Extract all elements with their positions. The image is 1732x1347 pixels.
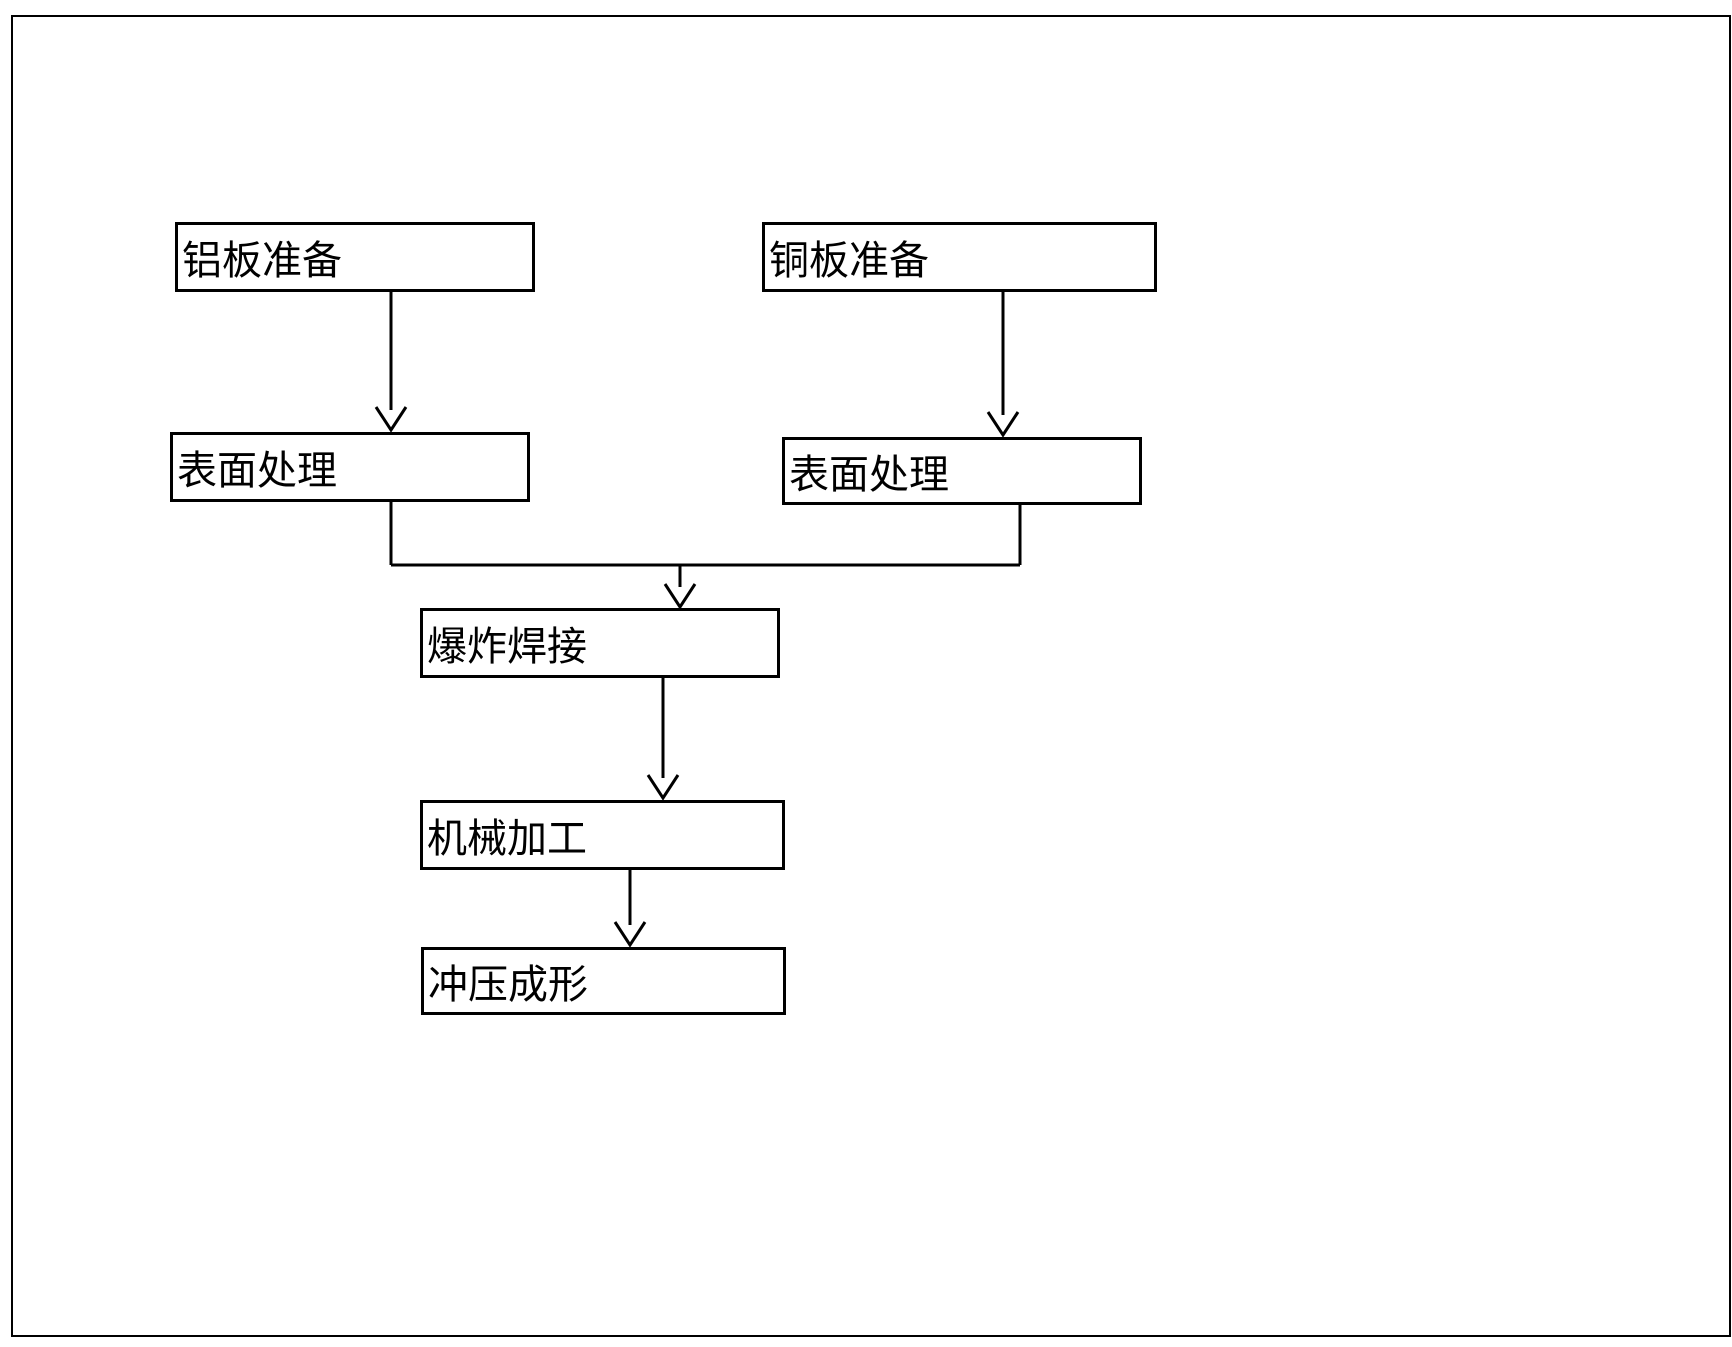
node-label: 爆炸焊接 [427, 614, 587, 672]
edge-arrow [370, 292, 412, 437]
node-surface-treat-left: 表面处理 [170, 432, 530, 502]
node-label: 表面处理 [789, 442, 949, 500]
node-stamping: 冲压成形 [421, 947, 786, 1015]
node-copper-prep: 铜板准备 [762, 222, 1157, 292]
node-label: 铜板准备 [769, 228, 929, 286]
edge-arrow [982, 292, 1024, 442]
outer-border [11, 15, 1731, 1337]
node-label: 冲压成形 [428, 952, 588, 1010]
node-aluminum-prep: 铝板准备 [175, 222, 535, 292]
node-explosive-welding: 爆炸焊接 [420, 608, 780, 678]
node-machining: 机械加工 [420, 800, 785, 870]
edge-arrow [642, 678, 684, 805]
node-surface-treat-right: 表面处理 [782, 437, 1142, 505]
edge-arrow [609, 870, 651, 952]
edge-merge [380, 502, 1040, 612]
node-label: 铝板准备 [182, 228, 342, 286]
node-label: 表面处理 [177, 438, 337, 496]
node-label: 机械加工 [427, 806, 587, 864]
